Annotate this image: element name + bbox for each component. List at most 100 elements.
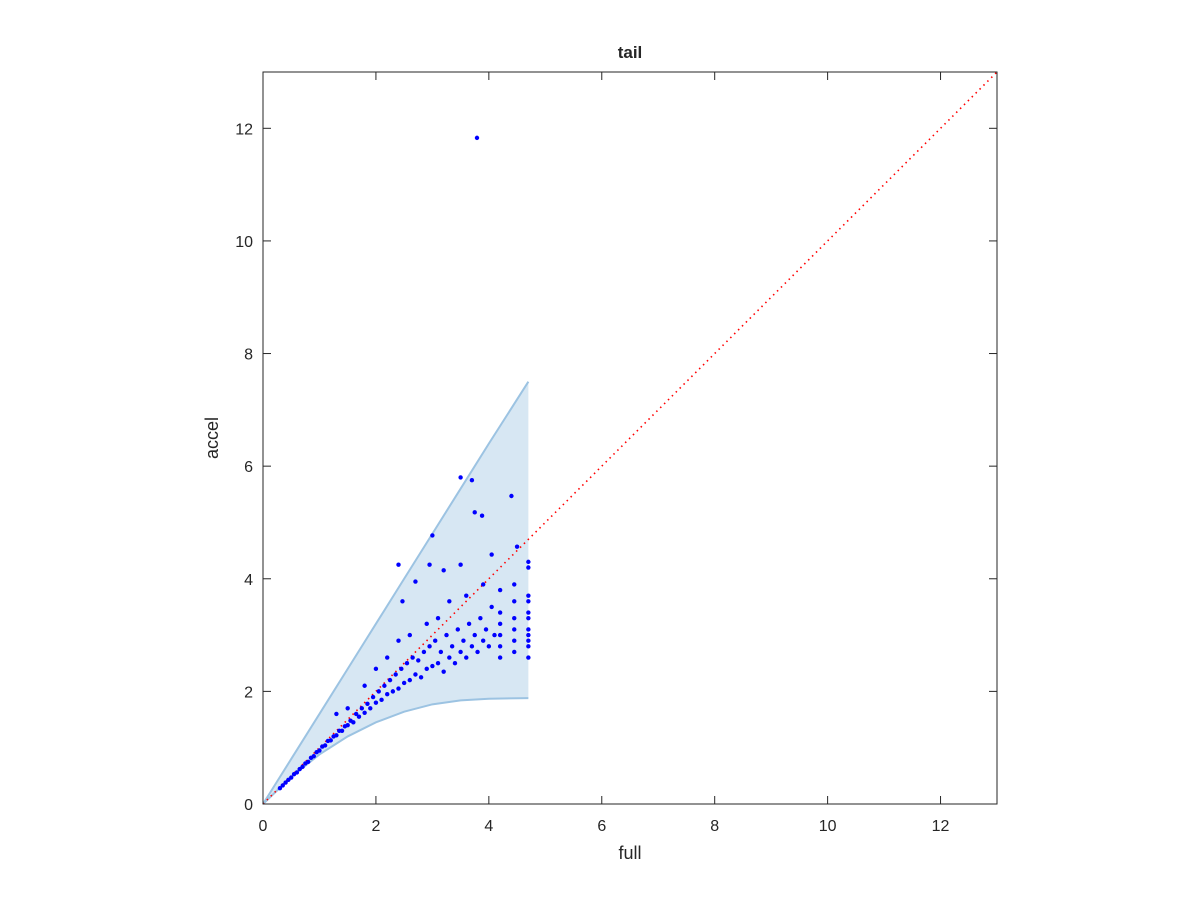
data-point	[387, 677, 393, 683]
data-point	[509, 493, 514, 499]
data-point	[479, 513, 485, 518]
x-tick-label: 2	[371, 818, 380, 835]
data-point	[359, 706, 365, 711]
data-point	[424, 621, 429, 627]
data-point	[441, 669, 446, 674]
data-point	[322, 743, 328, 748]
data-point	[526, 615, 531, 621]
data-point	[396, 638, 401, 643]
data-point	[512, 638, 517, 643]
data-point	[404, 661, 410, 666]
data-point	[512, 627, 517, 632]
data-point	[449, 644, 455, 649]
axes-box	[262, 71, 998, 805]
data-point	[444, 632, 449, 638]
data-point	[469, 478, 475, 483]
x-tick-label: 12	[932, 818, 950, 835]
reference-line	[262, 71, 998, 805]
data-point	[410, 655, 415, 660]
data-point	[376, 689, 381, 694]
data-point	[497, 587, 503, 593]
data-point	[396, 686, 401, 691]
y-tick-label: 12	[235, 121, 253, 138]
data-point	[339, 728, 345, 733]
x-tick-label: 4	[484, 818, 493, 835]
y-tick-label: 6	[244, 459, 253, 476]
x-axis-label: full	[618, 843, 641, 863]
data-point	[433, 638, 438, 643]
data-point	[512, 599, 517, 604]
data-point	[526, 632, 531, 638]
data-point	[512, 615, 517, 621]
data-point	[401, 680, 407, 686]
data-point	[526, 638, 531, 643]
data-point	[497, 610, 503, 615]
data-point	[469, 644, 475, 649]
data-point	[526, 644, 531, 649]
data-point	[475, 649, 480, 655]
data-point	[526, 627, 531, 632]
data-point	[345, 722, 350, 728]
y-tick-label: 8	[244, 347, 253, 364]
data-point	[370, 694, 376, 700]
x-tick-label: 0	[259, 818, 268, 835]
data-point	[427, 644, 432, 649]
data-point	[497, 632, 503, 638]
data-point	[447, 655, 452, 660]
data-point	[418, 675, 424, 680]
x-tick-label: 6	[597, 818, 606, 835]
data-point	[345, 706, 350, 711]
data-point	[472, 510, 477, 515]
data-point	[390, 689, 396, 694]
data-point	[300, 764, 305, 770]
data-point	[427, 562, 432, 567]
x-tick-label: 8	[710, 818, 719, 835]
data-point	[368, 706, 373, 711]
data-point	[373, 666, 379, 672]
data-point	[486, 644, 492, 649]
y-tick-label: 0	[244, 797, 253, 814]
data-point	[452, 661, 458, 666]
data-point	[458, 562, 463, 567]
data-point	[461, 638, 466, 643]
ticks-layer: 0 2 4 6 8 10 12 0 2 4 6 8 10 12	[235, 72, 997, 835]
data-point	[447, 599, 452, 604]
data-point	[334, 733, 339, 738]
data-point	[514, 544, 520, 549]
data-point	[382, 683, 387, 688]
x-tick-label: 10	[819, 818, 837, 835]
data-point	[362, 683, 367, 688]
data-point	[492, 632, 497, 638]
data-point	[294, 770, 300, 775]
data-point	[365, 701, 370, 706]
data-point	[362, 710, 367, 715]
data-point	[413, 579, 418, 584]
data-point	[483, 627, 489, 632]
y-axis-label: accel	[202, 417, 222, 459]
data-point	[356, 714, 362, 719]
data-point	[489, 552, 494, 557]
data-point	[526, 593, 531, 598]
data-point	[407, 632, 412, 638]
data-point	[430, 533, 435, 538]
data-point	[472, 632, 477, 638]
data-point	[438, 649, 444, 655]
data-point	[416, 658, 421, 663]
data-point	[396, 562, 401, 567]
data-point	[435, 661, 441, 666]
data-point	[328, 738, 333, 743]
data-point	[497, 655, 503, 660]
data-point	[481, 638, 486, 643]
data-point	[464, 655, 469, 660]
data-point	[407, 677, 412, 683]
data-point	[526, 565, 531, 570]
chart-title: tail	[618, 43, 643, 62]
data-point	[280, 783, 285, 788]
y-tick-label: 10	[235, 234, 253, 251]
data-point	[478, 615, 483, 621]
data-point	[385, 655, 390, 660]
data-point	[334, 711, 339, 717]
data-point	[441, 568, 446, 573]
data-point	[317, 748, 322, 753]
